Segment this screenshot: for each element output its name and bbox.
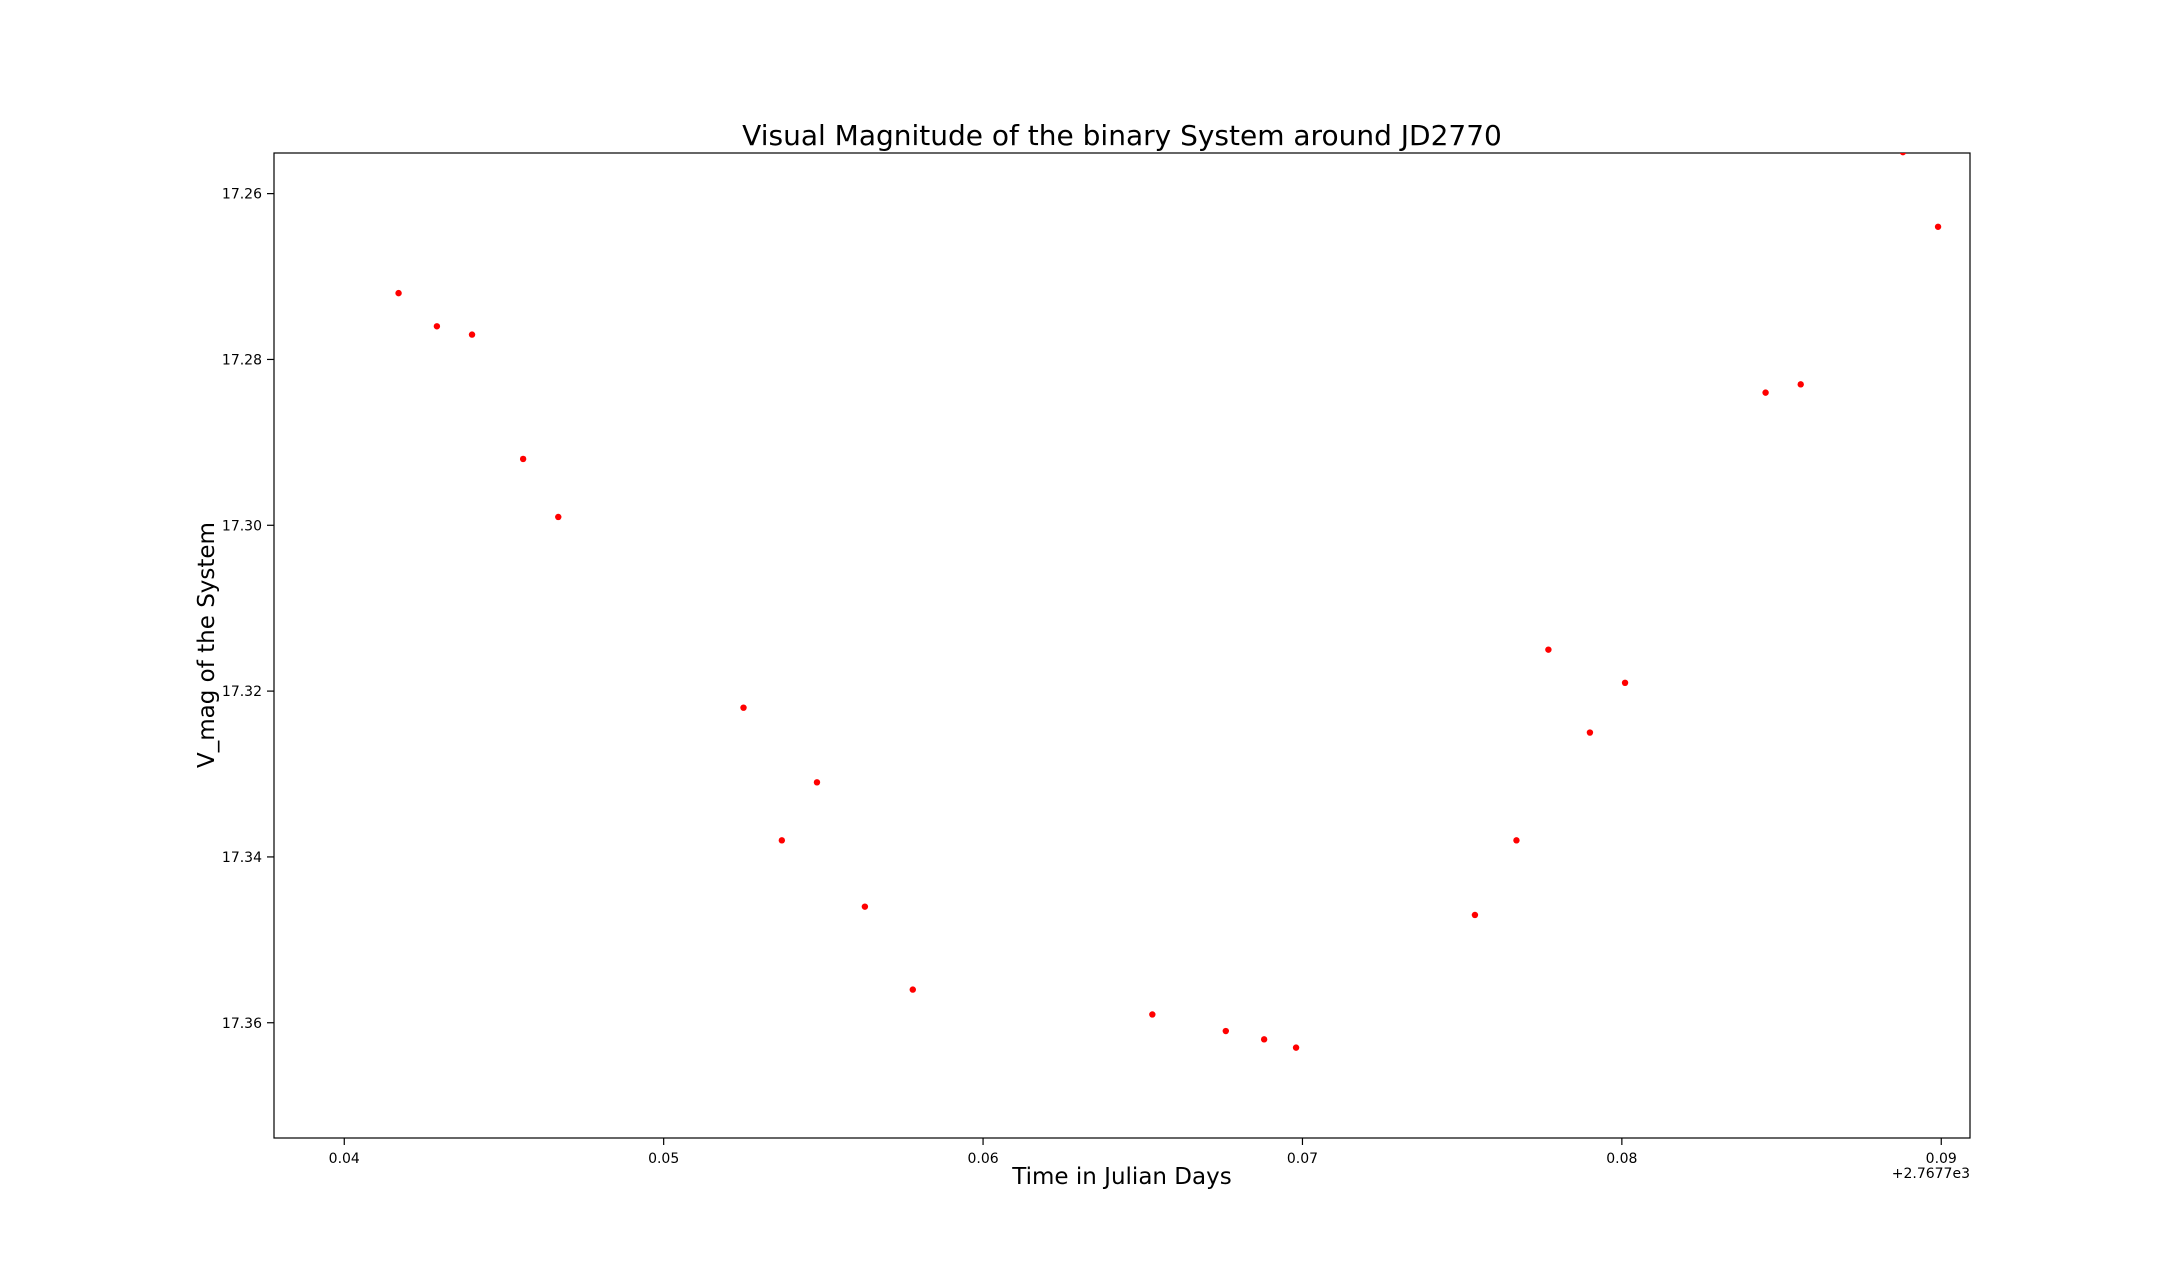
data-point: [1471, 911, 1479, 919]
data-point: [909, 986, 916, 993]
x-tick-label: 0.09: [1926, 1151, 1957, 1167]
data-point: [395, 289, 402, 297]
y-tick-label: 17.26: [222, 187, 262, 203]
data-point: [433, 323, 441, 330]
y-axis-label: V_mag of the System: [194, 522, 220, 768]
data-point: [1149, 1011, 1156, 1018]
x-tick-label: 0.07: [1287, 1151, 1318, 1167]
data-point: [740, 704, 747, 711]
data-point: [1513, 837, 1520, 844]
x-tick-label: 0.05: [648, 1151, 679, 1167]
data-point: [1934, 223, 1942, 230]
x-tick-label: 0.04: [329, 1151, 360, 1167]
y-tick-label: 17.34: [222, 850, 262, 866]
data-point: [861, 903, 869, 910]
y-tick-label: 17.30: [222, 518, 262, 534]
data-point: [1260, 1036, 1268, 1043]
y-tick-label: 17.28: [222, 352, 262, 368]
x-axis: 0.04 0.05 0.06 0.07 0.08 0.09: [329, 1138, 1957, 1167]
y-axis: 17.26 17.28 17.30 17.32 17.34 17.36: [222, 187, 274, 1032]
data-point: [778, 837, 786, 844]
data-point: [1762, 389, 1769, 396]
data-point: [1621, 679, 1629, 687]
y-tick-label: 17.36: [222, 1016, 262, 1032]
data-point: [813, 779, 821, 786]
x-axis-label: Time in Julian Days: [1011, 1164, 1231, 1190]
y-tick-label: 17.32: [222, 684, 262, 700]
x-axis-offset-label: +2.7677e3: [1892, 1166, 1970, 1182]
data-point: [1797, 381, 1804, 388]
data-points: [395, 153, 1942, 1051]
data-point: [1899, 153, 1907, 156]
plot-frame: [273, 152, 1971, 1139]
data-point: [1586, 729, 1594, 736]
data-point: [1292, 1044, 1300, 1051]
data-point: [555, 513, 562, 521]
chart-title: Visual Magnitude of the binary System ar…: [742, 119, 1502, 152]
data-point: [519, 455, 527, 463]
data-point: [1222, 1027, 1230, 1035]
data-point: [468, 331, 476, 338]
x-tick-label: 0.06: [967, 1151, 998, 1167]
x-tick-label: 0.08: [1606, 1151, 1637, 1167]
data-point: [1545, 646, 1552, 653]
